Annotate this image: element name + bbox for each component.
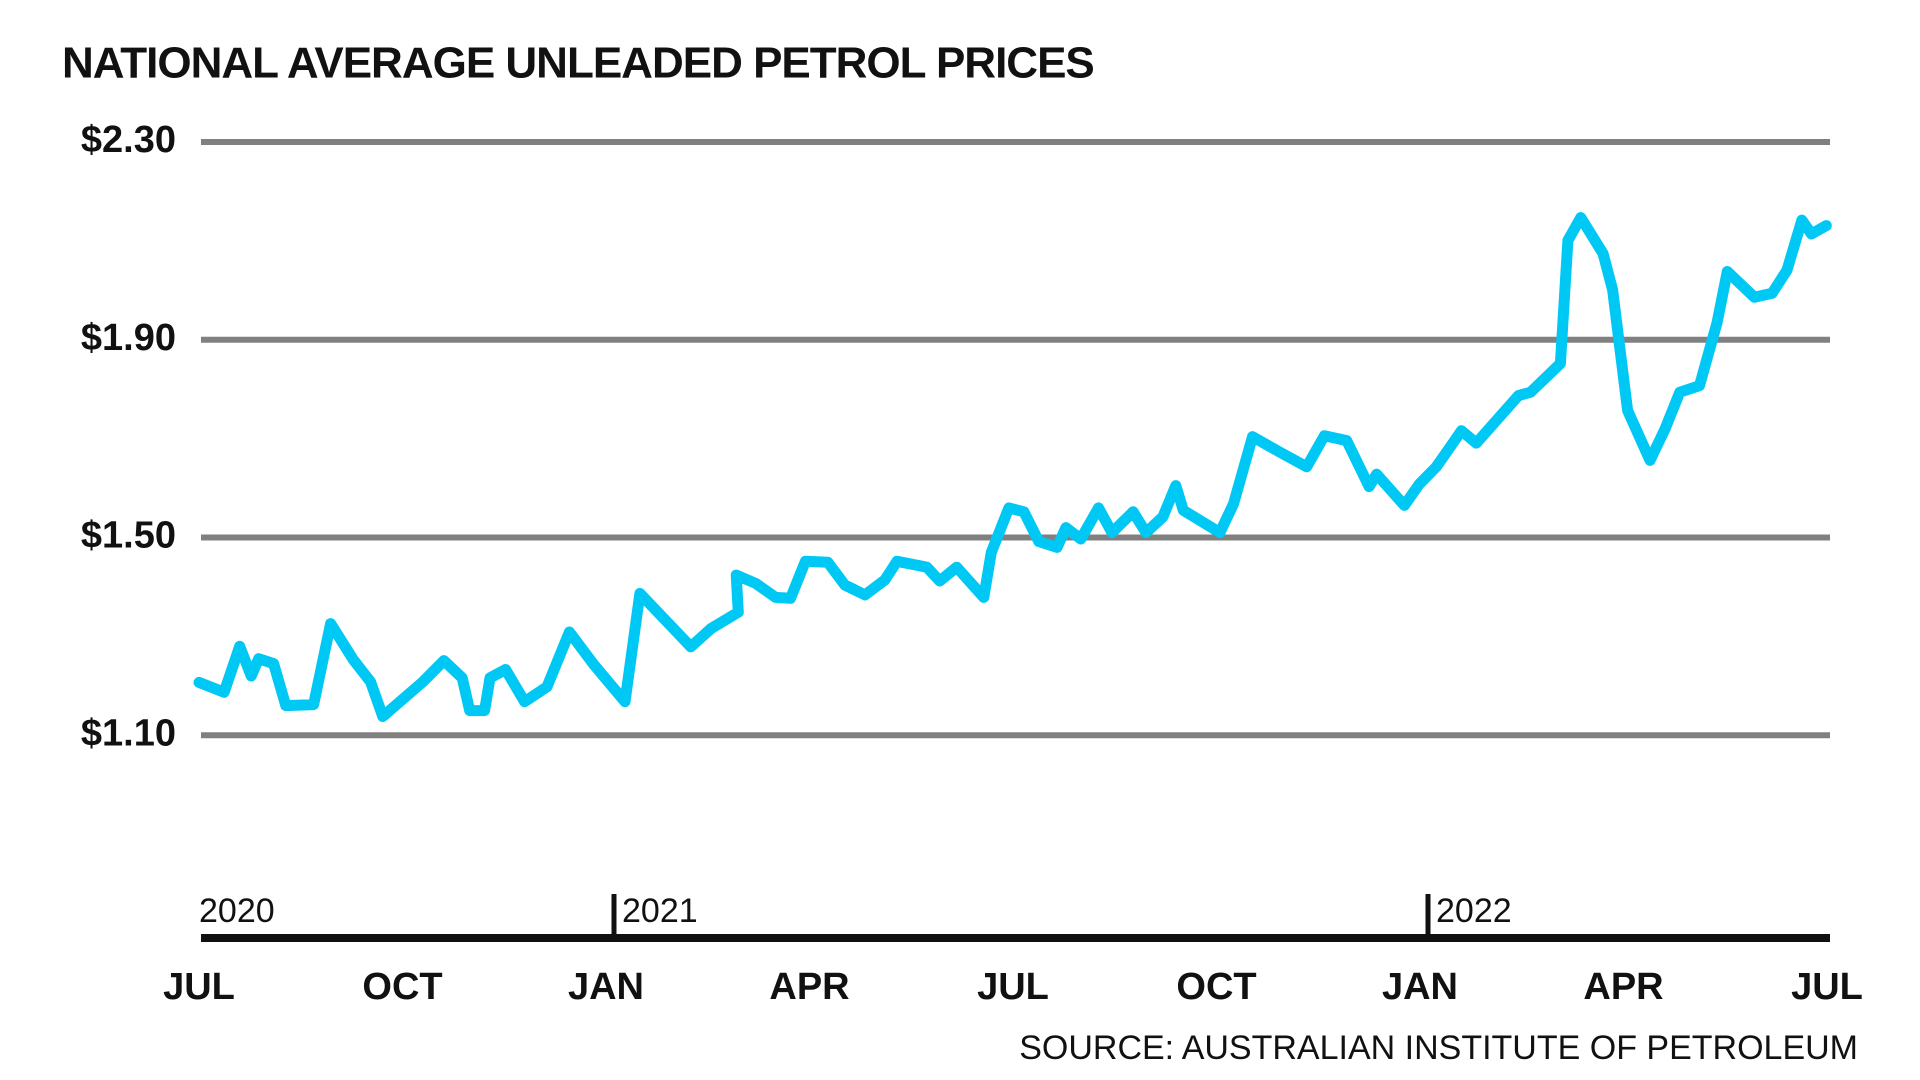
y-tick-label: $2.30 [81,119,176,161]
x-tick-label: JAN [568,966,644,1008]
x-tick-label: JUL [1791,966,1863,1008]
y-tick-label: $1.50 [81,515,176,557]
x-tick-label: OCT [1176,966,1256,1008]
y-tick-label: $1.90 [81,317,176,359]
x-tick-label: OCT [362,966,442,1008]
year-label: 2020 [199,892,275,930]
chart-title: NATIONAL AVERAGE UNLEADED PETROL PRICES [62,39,1094,88]
x-tick-label: JUL [163,966,235,1008]
price-line [193,212,1832,722]
y-tick-label: $1.10 [81,712,176,754]
year-label: 2021 [622,892,698,930]
source-note: SOURCE: AUSTRALIAN INSTITUTE OF PETROLEU… [1019,1029,1858,1067]
x-tick-label: JUL [977,966,1049,1008]
year-label: 2022 [1436,892,1512,930]
x-tick-label: APR [1583,966,1663,1008]
x-tick-label: JAN [1382,966,1458,1008]
x-tick-label: APR [769,966,849,1008]
